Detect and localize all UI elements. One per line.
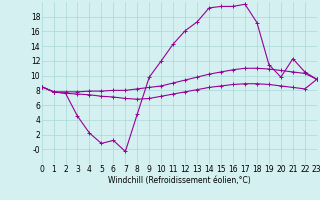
X-axis label: Windchill (Refroidissement éolien,°C): Windchill (Refroidissement éolien,°C) [108,176,251,185]
